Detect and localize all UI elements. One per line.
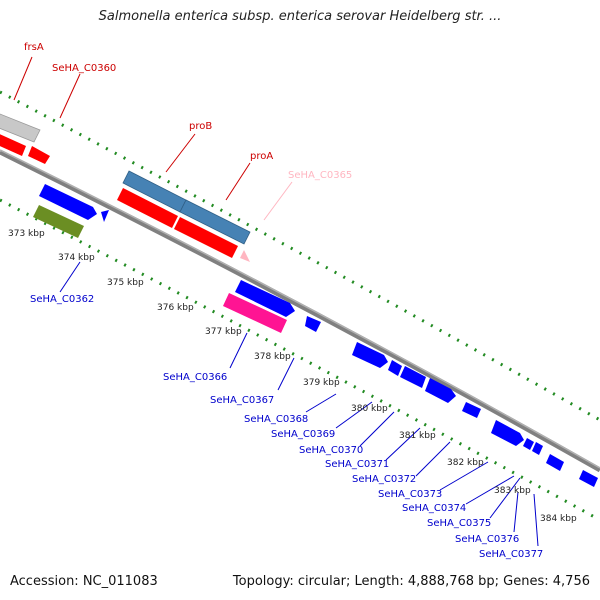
gene-label-SeHA_C0375[interactable]: SeHA_C0375 [427, 518, 491, 529]
kbp-tick: 377 kbp [205, 327, 242, 337]
gene-label-proA[interactable]: proA [250, 151, 273, 162]
gene-label-SeHA_C0360[interactable]: SeHA_C0360 [52, 63, 116, 74]
gene-label-SeHA_C0377[interactable]: SeHA_C0377 [479, 549, 543, 560]
gene-label-SeHA_C0369[interactable]: SeHA_C0369 [271, 429, 335, 440]
kbp-tick: 380 kbp [351, 404, 388, 414]
top-gene-labels: frsA SeHA_C0360 proB proA SeHA_C0365 [24, 42, 352, 181]
feature-SeHA_C0362[interactable] [33, 205, 84, 238]
kbp-tick: 383 kbp [494, 486, 531, 496]
gene-label-frsA[interactable]: frsA [24, 42, 44, 53]
kbp-tick: 384 kbp [540, 514, 577, 524]
feature-blue-2[interactable] [235, 280, 321, 332]
inner-tick-track [0, 198, 600, 522]
gene-label-SeHA_C0372[interactable]: SeHA_C0372 [352, 474, 416, 485]
accession-text: Accession: NC_011083 [10, 574, 158, 589]
kbp-tick: 376 kbp [157, 303, 194, 313]
gene-label-SeHA_C0368[interactable]: SeHA_C0368 [244, 414, 308, 425]
feature-frsA[interactable] [0, 112, 41, 143]
genome-summary-text: Topology: circular; Length: 4,888,768 bp… [232, 574, 590, 589]
feature-blue-row[interactable] [352, 342, 598, 487]
kbp-tick: 382 kbp [447, 458, 484, 468]
kbp-tick: 374 kbp [58, 253, 95, 263]
gene-label-SeHA_C0373[interactable]: SeHA_C0373 [378, 489, 442, 500]
kbp-tick: 379 kbp [303, 378, 340, 388]
feature-red-forward-1[interactable] [117, 188, 178, 228]
gene-label-SeHA_C0362[interactable]: SeHA_C0362 [30, 294, 94, 305]
feature-SeHA_C0365[interactable] [240, 250, 250, 262]
feature-blue-1[interactable] [39, 184, 109, 222]
gene-label-SeHA_C0376[interactable]: SeHA_C0376 [455, 534, 519, 545]
feature-SeHA_C0360[interactable] [0, 132, 50, 164]
kbp-tick: 375 kbp [107, 278, 144, 288]
feature-SeHA_C0366[interactable] [223, 293, 287, 333]
feature-red-forward-2[interactable] [174, 217, 238, 258]
feature-proA[interactable] [179, 199, 251, 245]
outer-tick-track [0, 90, 600, 422]
kbp-tick-labels: 373 kbp 374 kbp 375 kbp 376 kbp 377 kbp … [8, 229, 577, 524]
map-title: Salmonella enterica subsp. enterica sero… [98, 9, 502, 24]
gene-label-SeHA_C0374[interactable]: SeHA_C0374 [402, 503, 466, 514]
kbp-tick: 381 kbp [399, 431, 436, 441]
gene-label-SeHA_C0370[interactable]: SeHA_C0370 [299, 445, 363, 456]
gene-label-SeHA_C0365[interactable]: SeHA_C0365 [288, 170, 352, 181]
genome-backbone [0, 149, 600, 473]
gene-label-proB[interactable]: proB [189, 121, 212, 132]
gene-label-SeHA_C0366[interactable]: SeHA_C0366 [163, 372, 227, 383]
gene-label-SeHA_C0367[interactable]: SeHA_C0367 [210, 395, 274, 406]
kbp-tick: 373 kbp [8, 229, 45, 239]
kbp-tick: 378 kbp [254, 352, 291, 362]
bottom-gene-labels: SeHA_C0362 SeHA_C0366 SeHA_C0367 SeHA_C0… [30, 294, 543, 560]
gene-label-SeHA_C0371[interactable]: SeHA_C0371 [325, 459, 389, 470]
